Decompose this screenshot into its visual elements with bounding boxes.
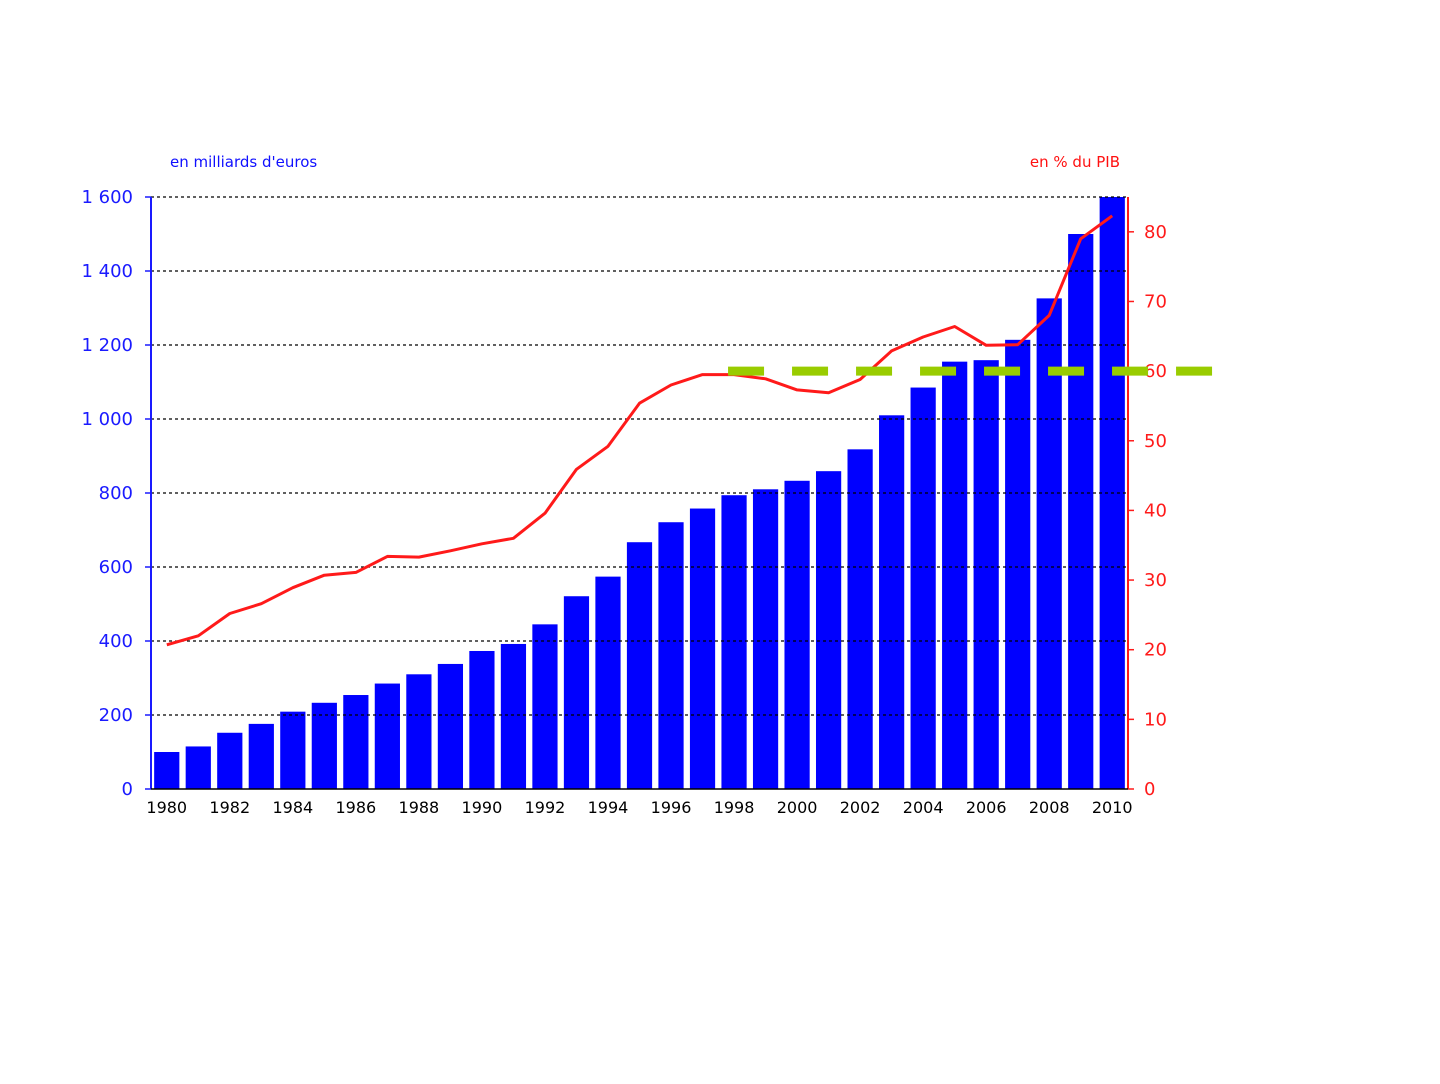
- x-tick-label: 1980: [146, 798, 187, 817]
- bar-1985: [311, 702, 337, 789]
- x-tick-label: 1988: [399, 798, 440, 817]
- right-tick-label: 10: [1144, 709, 1167, 730]
- x-tick-label: 2006: [966, 798, 1007, 817]
- bar-2005: [942, 361, 968, 789]
- left-tick-label: 1 000: [81, 409, 133, 430]
- bar-1995: [626, 542, 653, 789]
- right-tick-label: 20: [1144, 640, 1167, 661]
- bar-2009: [1068, 234, 1094, 789]
- bar-1981: [185, 746, 211, 789]
- left-tick-label: 200: [99, 705, 133, 726]
- x-tick-label: 1986: [335, 798, 376, 817]
- bar-1988: [406, 674, 432, 789]
- bar-2007: [1005, 339, 1031, 789]
- left-tick-label: 1 400: [81, 261, 133, 282]
- bar-1994: [595, 576, 621, 789]
- left-tick-label: 1 600: [81, 187, 133, 208]
- bar-1980: [154, 752, 180, 789]
- left-tick-label: 600: [99, 557, 133, 578]
- right-tick-label: 40: [1144, 500, 1167, 521]
- x-tick-label: 1990: [462, 798, 503, 817]
- right-tick-label: 50: [1144, 431, 1167, 452]
- left-tick-label: 0: [122, 779, 133, 800]
- left-tick-label: 400: [99, 631, 133, 652]
- bar-1987: [374, 683, 400, 789]
- bar-2002: [847, 449, 873, 789]
- left-tick-label: 1 200: [81, 335, 133, 356]
- bar-1983: [248, 723, 274, 789]
- debt-ratio-line: [166, 214, 1114, 647]
- right-tick-label: 70: [1144, 291, 1167, 312]
- x-tick-label: 1994: [588, 798, 629, 817]
- x-tick-label: 1998: [714, 798, 755, 817]
- bar-1999: [752, 489, 779, 789]
- bar-1993: [563, 596, 590, 789]
- x-tick-label: 1996: [651, 798, 692, 817]
- x-tick-label: 1992: [525, 798, 566, 817]
- bar-1982: [217, 732, 243, 789]
- bar-1986: [343, 695, 369, 789]
- x-tick-label: 2000: [777, 798, 818, 817]
- bar-1989: [437, 663, 464, 789]
- left-axis-unit-label: en milliards d'euros: [170, 153, 318, 171]
- bar-2006: [973, 360, 999, 789]
- x-tick-label: 2004: [903, 798, 944, 817]
- bar-2008: [1036, 298, 1062, 789]
- bar-2003: [879, 415, 905, 789]
- right-tick-label: 30: [1144, 570, 1167, 591]
- right-tick-label: 60: [1144, 361, 1167, 382]
- bar-1998: [721, 495, 747, 789]
- bar-2001: [815, 471, 842, 789]
- bar-2004: [910, 387, 936, 789]
- x-tick-label: 1982: [209, 798, 250, 817]
- right-tick-label: 80: [1144, 222, 1167, 243]
- bar-1996: [658, 522, 684, 789]
- bar-1991: [500, 643, 527, 789]
- bar-1997: [689, 508, 716, 789]
- x-tick-label: 2002: [840, 798, 881, 817]
- bar-1992: [532, 624, 558, 789]
- left-tick-label: 800: [99, 483, 133, 504]
- x-tick-label: 2008: [1029, 798, 1070, 817]
- right-axis-unit-label: en % du PIB: [1029, 153, 1120, 171]
- bar-1990: [469, 650, 495, 789]
- bar-1984: [280, 711, 306, 789]
- right-tick-label: 0: [1144, 779, 1155, 800]
- bar-2000: [784, 480, 810, 789]
- x-tick-label: 1984: [272, 798, 313, 817]
- x-tick-label: 2010: [1092, 798, 1133, 817]
